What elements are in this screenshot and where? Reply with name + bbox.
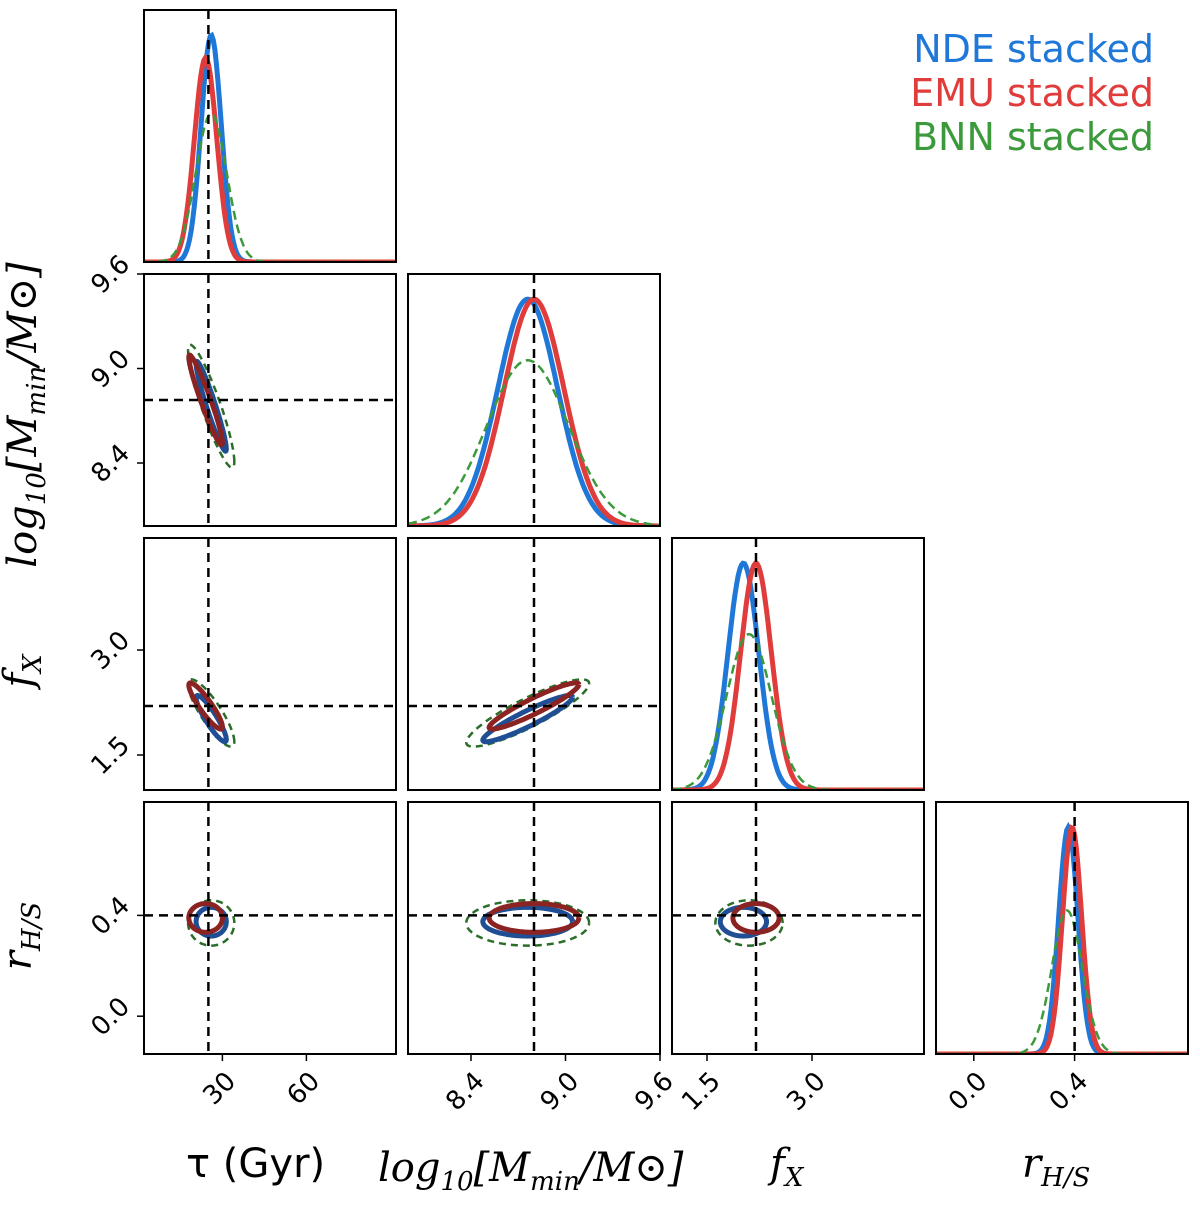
panel-frame [671,537,925,791]
ylabel-fx-sub: X [18,654,48,673]
xlabel-rhs-pre: r [1022,1141,1042,1187]
xtick-label-fX: 1.5 [676,1066,726,1116]
marginal-fX-nde [672,560,924,790]
xlabel-logm-mid: [M [473,1145,531,1191]
panel-logM-logM [407,273,661,527]
marginal-tau-bnn [144,112,396,262]
xtick-label-logM: 9.0 [535,1066,585,1116]
panel-frame [143,537,397,791]
xlabel-fx: fX [770,1140,803,1202]
ylabel-logm-sub: 10 [22,472,52,506]
xlabel-fx-pre: f [770,1141,785,1187]
contour-fX-rHS-emu [730,901,782,935]
panel-frame [143,9,397,263]
contour-tau-fX-emu [186,680,225,732]
panel-frame [935,801,1189,1055]
ytick-label-fX: 1.5 [86,731,136,781]
xlabel-tau: τ (Gyr) [186,1140,325,1188]
xlabel-logm: log10[Mmin/M⊙] [378,1144,683,1206]
ylabel-fx-pre: f [0,672,42,688]
xtick-label-logM: 9.6 [629,1066,679,1116]
panel-tau-tau [143,9,397,263]
ytick-label-logM: 9.6 [86,250,136,300]
panel-logM-rHS: 8.4 9.0 9.6 [407,801,680,1117]
marginal-tau-emu [144,53,396,262]
panel-logM-fX [407,537,661,791]
xlabel-rhs-sub: H/S [1041,1163,1091,1193]
xtick-label-rHS: 0.0 [943,1066,993,1116]
marginal-rHS-emu [936,824,1188,1054]
xtick-label-tau: 60 [281,1066,326,1111]
panel-frame [143,801,397,1055]
marginal-logM-bnn [408,359,660,526]
marginal-rHS-nde [936,821,1188,1054]
ytick-label-fX: 3.0 [86,626,136,676]
xlabel-fx-sub: X [784,1163,804,1193]
panel-tau-fX: 1.5 3.0 [86,537,397,791]
ylabel-logm: log10[Mmin/M⊙] [0,245,61,585]
ylabel-logm-mid: [M [0,415,46,473]
marginal-fX-bnn [672,632,924,790]
xtick-label-fX: 3.0 [781,1066,831,1116]
panel-fX-fX [671,537,925,791]
contour-logM-fX-nde [480,693,576,745]
marginal-tau-nde [144,31,396,262]
legend-entry-bnn: BNN stacked [911,115,1154,159]
panel-frame [143,273,397,527]
xlabel-rhs: rH/S [1022,1140,1090,1202]
marginal-logM-emu [408,296,660,526]
xlabel-logm-sub2: min [530,1167,580,1197]
contour-tau-logM-emu [186,352,225,448]
xtick-label-logM: 8.4 [440,1066,490,1116]
contour-tau-rHS-emu [186,901,225,935]
contour-logM-fX-emu [486,680,582,732]
legend-entry-emu: EMU stacked [910,71,1154,115]
contour-logM-rHS-nde [480,904,576,939]
contour-tau-logM-bnn [186,343,236,469]
contour-logM-rHS-emu [486,901,582,935]
marginal-fX-emu [672,560,924,790]
ylabel-fx: fX [0,631,57,711]
panel-fX-rHS: 1.5 3.0 [671,801,925,1117]
legend-entry-nde: NDE stacked [913,27,1154,71]
xlabel-logm-sub: 10 [440,1167,474,1197]
ytick-label-rHS: 0.4 [86,891,136,941]
ylabel-logm-sub2: min [22,365,52,416]
panel-frame [671,801,925,1055]
marginal-rHS-bnn [936,909,1188,1054]
panel-tau-logM: 8.4 9.0 9.6 [86,250,397,527]
contour-logM-rHS-bnn [465,899,591,947]
ylabel-rhs: rH/S [0,881,56,991]
xtick-label-rHS: 0.4 [1044,1066,1094,1116]
xlabel-tau-text: τ (Gyr) [186,1141,326,1187]
panel-frame [407,273,661,527]
panel-frame [407,801,661,1055]
panel-tau-rHS: 30 60 0.0 0.4 [86,801,397,1111]
ylabel-logm-post: /M⊙] [0,262,46,366]
xtick-label-tau: 30 [197,1066,242,1111]
ytick-label-logM: 8.4 [86,439,136,489]
xlabel-logm-pre: log [378,1145,441,1191]
panel-frame [407,537,661,791]
ylabel-rhs-pre: r [0,951,41,970]
xlabel-logm-post: /M⊙] [579,1145,684,1191]
ytick-label-rHS: 0.0 [86,992,136,1042]
panel-rHS-rHS: 0.0 0.4 [935,801,1189,1117]
ytick-label-logM: 9.0 [86,344,136,394]
ylabel-logm-pre: log [0,505,46,568]
ylabel-rhs-sub: H/S [17,901,47,952]
